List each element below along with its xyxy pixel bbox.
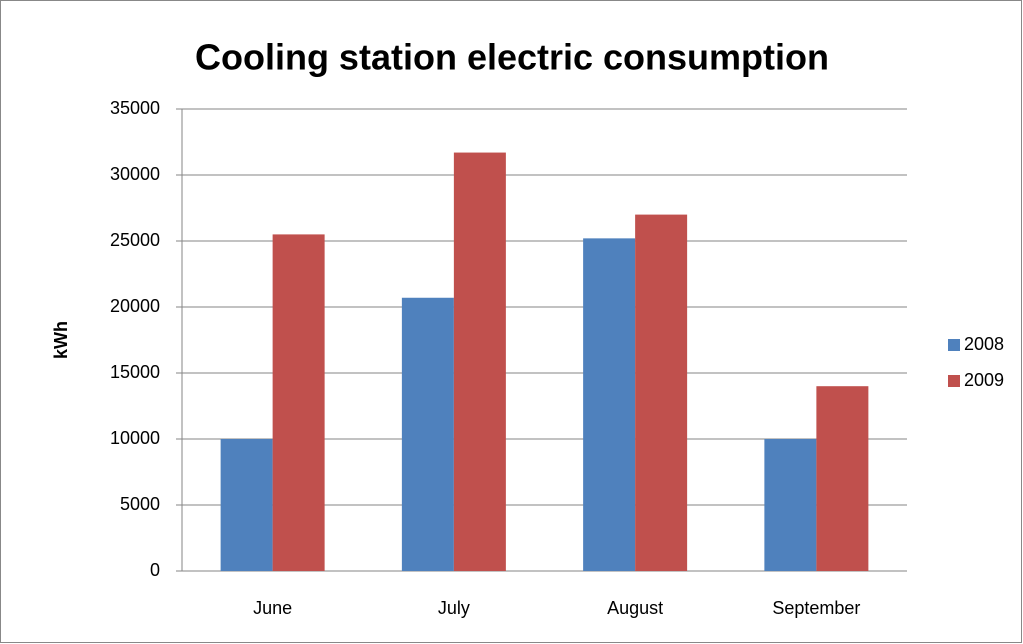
x-tick-label: June	[253, 598, 292, 618]
bar	[583, 238, 636, 572]
bar	[816, 386, 869, 571]
bar	[635, 214, 688, 571]
y-tick-label: 0	[150, 560, 160, 580]
bar	[272, 234, 325, 571]
bar	[764, 439, 817, 571]
bar	[453, 152, 506, 571]
legend-swatch	[948, 375, 960, 387]
x-tick-label: July	[438, 598, 470, 618]
chart-title: Cooling station electric consumption	[195, 37, 829, 78]
y-tick-label: 30000	[110, 164, 160, 184]
y-tick-label: 5000	[120, 494, 160, 514]
y-tick-label: 25000	[110, 230, 160, 250]
legend-swatch	[948, 339, 960, 351]
y-tick-label: 10000	[110, 428, 160, 448]
x-tick-label: September	[772, 598, 860, 618]
y-tick-label: 35000	[110, 98, 160, 118]
y-tick-label: 15000	[110, 362, 160, 382]
x-tick-label: August	[607, 598, 663, 618]
bar	[220, 439, 273, 571]
bar	[401, 297, 454, 571]
y-tick-label: 20000	[110, 296, 160, 316]
legend-label: 2008	[964, 334, 1004, 354]
y-axis-label: kWh	[51, 321, 71, 359]
legend-label: 2009	[964, 370, 1004, 390]
